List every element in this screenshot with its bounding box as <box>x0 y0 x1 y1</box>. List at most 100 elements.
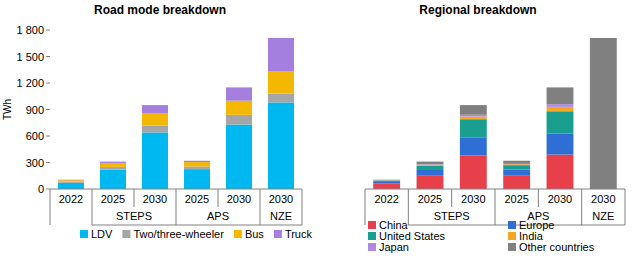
bar-segment <box>58 181 84 182</box>
group-label: STEPS <box>116 210 152 222</box>
bar-segment <box>184 161 210 162</box>
group-label: APS <box>207 210 229 222</box>
bar-segment <box>460 105 487 115</box>
bar-segment <box>417 162 444 165</box>
bar-segment <box>460 155 487 189</box>
bar-segment <box>373 182 400 184</box>
bar-segment <box>547 111 574 133</box>
bar-segment <box>268 38 294 72</box>
bar-segment <box>417 164 444 166</box>
x-tick-label: 2025 <box>185 193 209 205</box>
chart-canvas: Road mode breakdown TWh 0 300 600 900 1 200 1 5… <box>0 0 634 270</box>
bar-segment <box>417 170 444 176</box>
x-tick-label: 2030 <box>269 193 293 205</box>
y-tick-label: 1 200 <box>16 77 44 89</box>
x-tick-label: 2022 <box>59 193 83 205</box>
x-tick-label: 2030 <box>548 193 572 205</box>
group-label: NZE <box>592 210 614 222</box>
x-tick-label: 2030 <box>227 193 251 205</box>
y-tick-label: 0 <box>38 183 44 195</box>
bar-segment <box>373 184 400 189</box>
bar-segment <box>226 87 252 100</box>
chart-title: Road mode breakdown <box>94 3 226 17</box>
bar-segment <box>100 162 126 163</box>
bar-segment <box>58 180 84 181</box>
bar-segment <box>503 170 530 176</box>
bar-segment <box>590 38 617 189</box>
group-label: NZE <box>270 210 292 222</box>
y-tick <box>46 30 50 31</box>
category-separator <box>218 189 219 207</box>
group-axis-line <box>92 225 302 226</box>
bar-segment <box>142 125 168 132</box>
bars <box>373 38 617 189</box>
x-tick-label: 2030 <box>461 193 485 205</box>
bar-segment <box>460 119 487 138</box>
legend-label: LDV <box>91 228 113 240</box>
bar-segment <box>417 176 444 189</box>
legend-label: Two/three-wheeler <box>133 228 224 240</box>
y-tick-label: 600 <box>26 130 44 142</box>
bar-segment <box>460 117 487 120</box>
x-tick-label: 2025 <box>504 193 528 205</box>
y-tick-label: 900 <box>26 104 44 116</box>
y-axis-label: TWh <box>2 99 13 120</box>
bar-segment <box>503 165 530 169</box>
legend-swatch <box>508 221 516 229</box>
bar-segment <box>417 166 444 170</box>
y-tick-label: 1 800 <box>16 24 44 36</box>
bar-segment <box>142 132 168 189</box>
legend-swatch <box>508 232 516 240</box>
bar-segment <box>100 167 126 170</box>
bar-segment <box>503 176 530 189</box>
x-tick-label: 2030 <box>143 193 167 205</box>
legend-swatch <box>80 230 88 238</box>
legend-label: Truck <box>285 228 313 240</box>
bar-segment <box>268 102 294 189</box>
category-separator <box>365 189 366 225</box>
y-tick <box>46 136 50 137</box>
legend-swatch <box>368 243 376 251</box>
legend-swatch <box>122 230 130 238</box>
y-tick-label: 1 500 <box>16 51 44 63</box>
y-tick <box>46 83 50 84</box>
legend-swatch <box>368 232 376 240</box>
category-separator <box>92 189 93 225</box>
bar-segment <box>373 179 400 181</box>
y-tick-label: 300 <box>26 157 44 169</box>
bar-segment <box>184 162 210 166</box>
category-separator <box>581 189 582 225</box>
bar-segment <box>503 161 530 164</box>
group-label: STEPS <box>434 210 470 222</box>
bar-segment <box>184 166 210 169</box>
bar-segment <box>460 138 487 156</box>
legend-swatch <box>274 230 282 238</box>
x-tick-label: 2030 <box>591 193 615 205</box>
legend-swatch <box>508 243 516 251</box>
category-separator <box>176 189 177 225</box>
category-separator <box>302 189 303 225</box>
bar-segment <box>226 125 252 189</box>
bar-segment <box>268 94 294 103</box>
bar-segment <box>373 180 400 181</box>
bar-segment <box>373 181 400 182</box>
category-separator <box>625 189 626 225</box>
bar-segment <box>100 163 126 167</box>
bar-segment <box>184 169 210 189</box>
bar-segment <box>460 115 487 117</box>
bar-segment <box>142 113 168 125</box>
legend-label: Bus <box>245 228 264 240</box>
category-separator <box>451 189 452 207</box>
chart-title: Regional breakdown <box>419 3 536 17</box>
category-separator <box>408 189 409 225</box>
bar-segment <box>226 115 252 125</box>
bar-segment <box>503 164 530 166</box>
y-tick <box>46 189 50 190</box>
group-axis-line <box>408 225 625 226</box>
bar-segment <box>373 180 400 181</box>
category-separator <box>495 189 496 225</box>
x-tick-label: 2025 <box>101 193 125 205</box>
y-tick <box>46 162 50 163</box>
bars <box>58 38 294 189</box>
bar-segment <box>547 133 574 154</box>
